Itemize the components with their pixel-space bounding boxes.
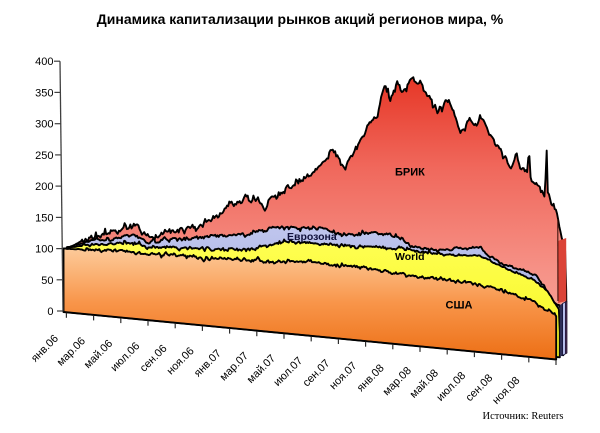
svg-text:350: 350 [35,87,53,99]
svg-text:США: США [446,300,473,312]
svg-text:БРИК: БРИК [395,167,425,179]
svg-text:Источник: Reuters: Источник: Reuters [483,411,564,422]
svg-text:0: 0 [47,306,53,318]
svg-text:150: 150 [35,212,53,224]
svg-text:250: 250 [35,150,53,162]
svg-text:World: World [395,251,425,263]
svg-text:300: 300 [35,119,53,131]
svg-text:200: 200 [35,181,53,193]
svg-text:Динамика капитализации рынков: Динамика капитализации рынков акций реги… [97,11,504,27]
svg-text:400: 400 [35,56,53,68]
svg-text:Еврозона: Еврозона [287,231,337,243]
svg-text:50: 50 [41,275,53,287]
svg-text:100: 100 [35,244,53,256]
